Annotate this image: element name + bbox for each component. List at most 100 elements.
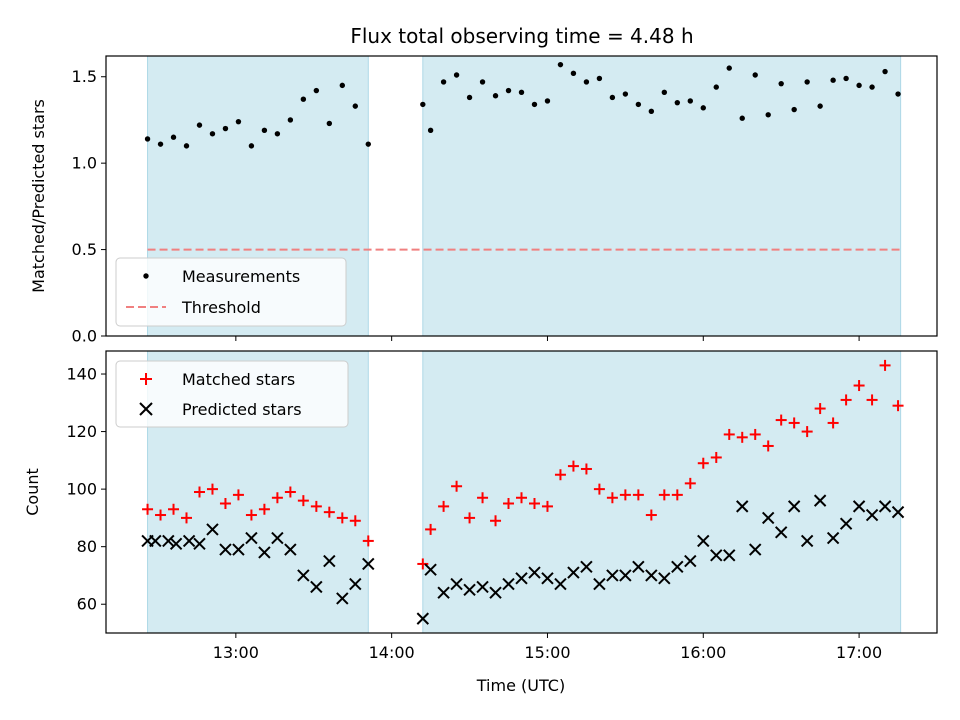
- predicted-stars-point: [362, 557, 375, 571]
- predicted-stars-point: [297, 569, 310, 582]
- predicted-stars-point: [245, 531, 258, 545]
- predicted-stars-point: [284, 543, 297, 556]
- predicted-stars-point: [206, 523, 219, 536]
- matched-stars-point: [619, 489, 631, 501]
- measurement-point: [570, 70, 577, 76]
- predicted-stars-point: [554, 577, 567, 591]
- measurement-point: [557, 61, 564, 68]
- predicted-stars-point: [606, 569, 619, 582]
- measurement-point: [420, 101, 426, 108]
- x-tick-label: 13:00: [213, 643, 259, 662]
- measurement-point: [596, 75, 603, 82]
- predicted-stars-point: [528, 566, 541, 579]
- matched-stars-point: [477, 492, 489, 504]
- predicted-legend-label: Predicted stars: [182, 400, 302, 419]
- matched-stars-point: [567, 460, 579, 472]
- matched-stars-point: [349, 515, 361, 527]
- predicted-stars-point: [349, 577, 362, 591]
- measurement-point: [313, 87, 320, 94]
- matched-stars-point: [606, 492, 618, 504]
- measurement-point: [183, 143, 190, 149]
- ratio-y-axis: 0.0 0.5 1.0 1.5: [72, 67, 106, 346]
- predicted-stars-point: [736, 500, 749, 513]
- predicted-stars-point: [416, 612, 430, 625]
- measurement-point: [352, 103, 358, 109]
- measurement-point: [856, 82, 862, 89]
- y-tick-label: 0.0: [72, 327, 97, 346]
- matched-stars-point: [528, 498, 540, 510]
- matched-stars-point: [697, 457, 709, 469]
- predicted-stars-point: [424, 563, 437, 576]
- matched-stars-point: [451, 480, 463, 492]
- predicted-stars-point: [450, 577, 463, 591]
- y-tick-label: 140: [66, 365, 97, 384]
- y-tick-label: 120: [66, 422, 97, 441]
- predicted-stars-point: [193, 537, 206, 551]
- predicted-stars-point: [826, 531, 840, 545]
- predicted-stars-point: [323, 554, 336, 568]
- measurement-point: [661, 89, 668, 95]
- matched-stars-point: [684, 477, 696, 489]
- predicted-stars-point: [437, 586, 450, 599]
- matched-stars-point: [336, 512, 348, 524]
- predicted-stars-point: [891, 505, 905, 519]
- predicted-stars-point: [258, 546, 271, 559]
- matched-stars-point: [775, 414, 787, 426]
- y-tick-label: 1.0: [72, 154, 97, 173]
- measurement-point: [466, 94, 473, 101]
- measurement-point: [235, 118, 242, 125]
- predicted-stars-point: [502, 577, 515, 591]
- measurement-point: [687, 98, 693, 104]
- matched-stars-point: [516, 492, 527, 504]
- matched-stars-point: [736, 431, 748, 443]
- predicted-stars-point: [865, 508, 879, 522]
- measurement-point: [261, 127, 268, 134]
- measurement-point: [791, 106, 797, 113]
- matched-stars-point: [645, 509, 657, 521]
- y-tick-label: 0.5: [72, 240, 97, 259]
- measurement-point: [427, 127, 434, 134]
- ratio-legend-box: [115, 257, 347, 327]
- measurement-point: [700, 105, 706, 111]
- chart-title: Flux total observing time = 4.48 h: [350, 24, 693, 48]
- predicted-stars-point: [632, 560, 645, 574]
- predicted-stars-point: [593, 577, 606, 591]
- predicted-stars-point: [219, 543, 232, 556]
- count-legend: Matched stars Predicted stars: [115, 360, 349, 428]
- count-legend-box: [115, 360, 349, 428]
- matched-stars-point: [232, 489, 244, 501]
- measurement-point: [196, 122, 203, 128]
- predicted-stars-point: [489, 586, 502, 599]
- measurement-point: [326, 120, 333, 127]
- predicted-stars-point: [774, 526, 788, 539]
- measurement-point: [440, 79, 447, 85]
- predicted-stars-point: [658, 572, 671, 585]
- ratio-panel: 0.0 0.5 1.0 1.5 Matched/Predicted stars Mea…: [29, 55, 938, 346]
- count-plot-frame: [105, 350, 938, 634]
- matched-stars-point: [297, 495, 309, 507]
- matched-stars-point: [168, 503, 180, 515]
- measurement-point: [778, 80, 784, 87]
- measurement-point: [300, 96, 307, 102]
- predicted-stars-point: [761, 511, 775, 525]
- measurement-point: [882, 68, 888, 75]
- measurements-legend-marker: [143, 273, 149, 279]
- predicted-stars-point: [813, 494, 827, 507]
- matched-stars-point: [723, 428, 735, 440]
- matched-stars-point: [245, 509, 257, 521]
- x-tick-label: 17:00: [836, 643, 882, 662]
- matched-stars-point: [762, 440, 774, 452]
- predicted-stars-point: [271, 531, 284, 545]
- matched-stars-point: [827, 417, 839, 429]
- x-axis-label: Time (UTC): [476, 676, 565, 695]
- measurement-point: [843, 75, 849, 82]
- matched-stars-point: [271, 492, 283, 504]
- matched-stars-point: [181, 512, 193, 524]
- predicted-legend-marker: [139, 402, 153, 416]
- y-tick-label: 60: [77, 595, 97, 614]
- observing-span: [422, 55, 902, 337]
- measurement-point: [635, 101, 642, 108]
- threshold-legend-label: Threshold: [181, 298, 261, 317]
- measurement-point: [830, 77, 836, 83]
